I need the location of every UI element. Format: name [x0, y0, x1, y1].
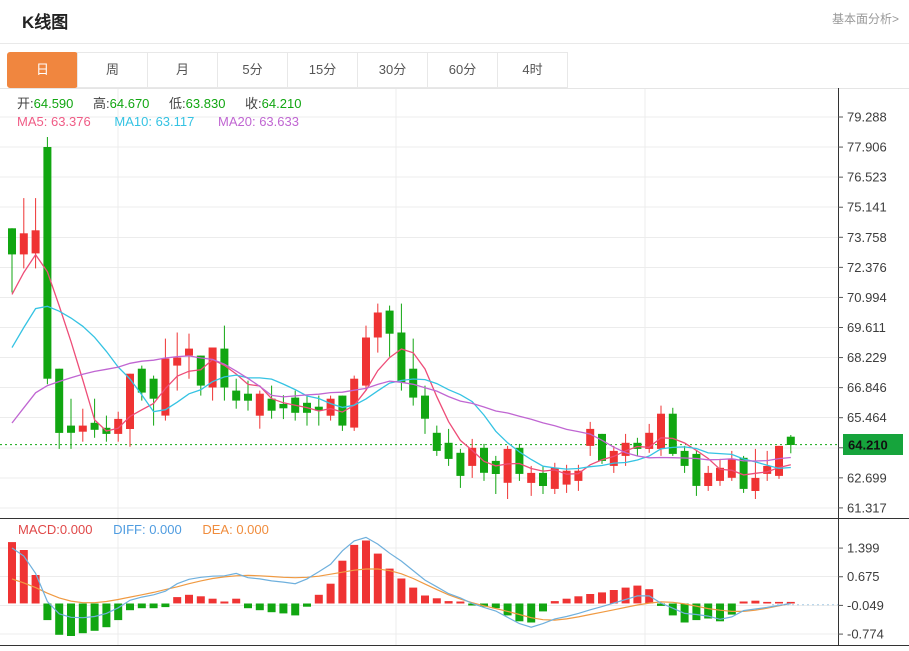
ma20-value: MA20: 63.633 — [217, 114, 299, 129]
svg-text:73.758: 73.758 — [847, 230, 887, 245]
svg-text:65.464: 65.464 — [847, 410, 887, 425]
tab-月[interactable]: 月 — [147, 52, 218, 88]
period-tab-bar: 日周月 5分 15分 30分 60分 4时 — [7, 52, 568, 88]
diff-value: DIFF: 0.000 — [113, 522, 182, 537]
tab-5分[interactable]: 5分 — [217, 52, 288, 88]
tab-4时[interactable]: 4时 — [497, 52, 568, 88]
fundamental-analysis-link[interactable]: 基本面分析> — [831, 12, 899, 26]
grid-layer — [0, 88, 838, 645]
tab-30分[interactable]: 30分 — [357, 52, 428, 88]
low-value: 低:63.830 — [169, 96, 226, 111]
ma-legend: MA5: 63.376 MA10: 63.117 MA20: 63.633 — [17, 114, 319, 129]
svg-text:66.846: 66.846 — [847, 380, 887, 395]
svg-text:64.210: 64.210 — [848, 438, 888, 453]
svg-text:70.994: 70.994 — [847, 290, 887, 305]
high-value: 高:64.670 — [93, 96, 150, 111]
title-divider — [0, 43, 909, 44]
svg-text:75.141: 75.141 — [847, 200, 887, 215]
svg-text:62.699: 62.699 — [847, 470, 887, 485]
svg-text:0.675: 0.675 — [847, 569, 880, 584]
svg-text:76.523: 76.523 — [847, 170, 887, 185]
price-axis: 79.288 77.906 76.523 75.141 73.758 72.376 70.9… — [0, 88, 909, 645]
macd-value: MACD:0.000 — [18, 522, 93, 537]
ma5-value: MA5: 63.376 — [17, 114, 91, 129]
candles-layer — [8, 137, 795, 499]
tab-周[interactable]: 周 — [77, 52, 148, 88]
dea-value: DEA: 0.000 — [202, 522, 269, 537]
macd-legend: MACD:0.000 DIFF: 0.000 DEA: 0.000 — [18, 522, 286, 537]
svg-text:72.376: 72.376 — [847, 260, 887, 275]
ma-lines-layer — [11, 253, 791, 476]
tab-15分[interactable]: 15分 — [287, 52, 358, 88]
ohlc-legend: 开:64.590 高:64.670 低:63.830 收:64.210 — [17, 93, 317, 112]
svg-text:69.611: 69.611 — [847, 320, 886, 335]
close-value: 收:64.210 — [245, 96, 302, 111]
current-price-badge — [843, 434, 903, 455]
svg-text:68.229: 68.229 — [847, 350, 887, 365]
tab-日[interactable]: 日 — [7, 52, 78, 88]
svg-text:-0.774: -0.774 — [847, 627, 884, 642]
open-value: 开:64.590 — [17, 96, 74, 111]
svg-text:79.288: 79.288 — [847, 110, 887, 125]
svg-text:77.906: 77.906 — [847, 140, 887, 155]
svg-text:-0.049: -0.049 — [847, 598, 884, 613]
svg-text:1.399: 1.399 — [847, 541, 880, 556]
ma10-value: MA10: 63.117 — [114, 114, 195, 129]
macd-panel: 1.399 0.675 -0.049 -0.774 — [0, 518, 909, 646]
tab-60分[interactable]: 60分 — [427, 52, 498, 88]
svg-text:61.317: 61.317 — [847, 500, 887, 515]
page-title: K线图 — [22, 13, 69, 32]
